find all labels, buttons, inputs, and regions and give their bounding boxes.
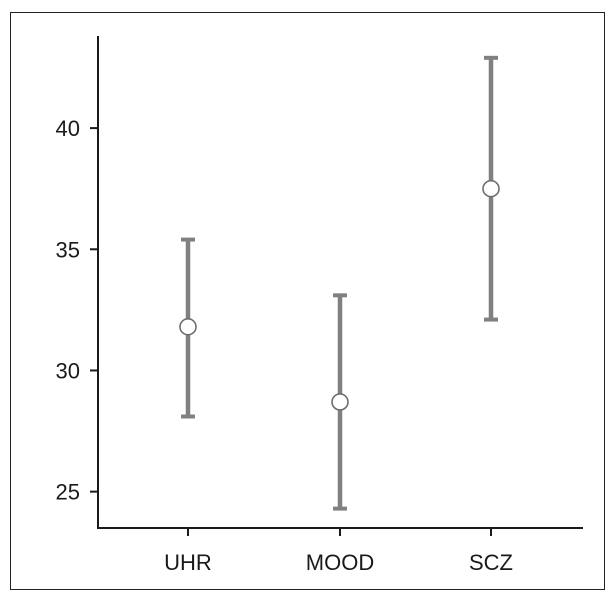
x-tick-label: SCZ [469,550,513,575]
mean-point [179,318,197,336]
errorbar-scz [482,55,500,322]
mean-point [482,179,500,198]
errorbar-uhr [179,237,197,419]
x-ticks: UHR MOOD SCZ [164,528,513,575]
y-tick-label: 25 [56,480,80,505]
series [179,55,500,511]
mean-point [331,393,349,411]
y-tick-label: 30 [56,358,80,383]
x-tick-label: UHR [164,550,212,575]
errorbar-mood [331,293,349,511]
x-tick-label: MOOD [306,550,374,575]
y-tick-label: 35 [56,237,80,262]
y-ticks: 25 30 35 40 [56,116,98,505]
y-tick-label: 40 [56,116,80,141]
figure-frame [10,12,605,590]
